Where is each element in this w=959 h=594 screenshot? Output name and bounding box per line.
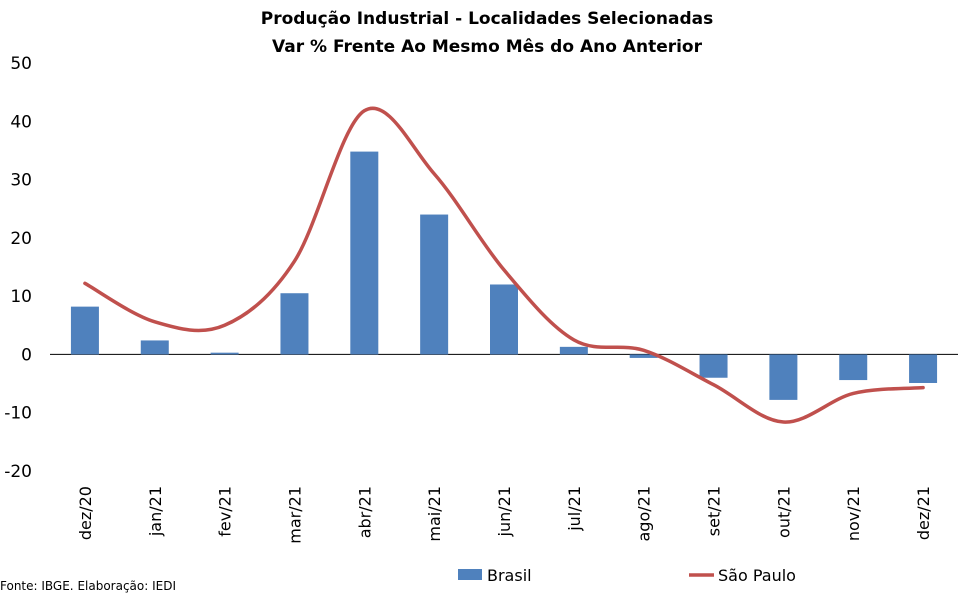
x-tick-label: mai/21 [425, 486, 444, 542]
x-tick-label: jun/21 [495, 486, 514, 537]
source-note: Fonte: IBGE. Elaboração: IEDI [0, 579, 176, 593]
x-tick-label: ago/21 [635, 486, 654, 542]
x-tick-label: jul/21 [565, 486, 584, 532]
x-tick-label: dez/21 [914, 486, 933, 540]
chart-subtitle: Var % Frente Ao Mesmo Mês do Ano Anterio… [272, 37, 703, 57]
bar-brasil [559, 346, 588, 355]
bar-brasil [140, 340, 169, 355]
bar-brasil [909, 354, 938, 383]
bar-brasil [420, 214, 449, 355]
sao-paulo-line [83, 106, 925, 424]
y-axis-tick-labels: 50 40 30 20 10 0 -10 -20 [4, 54, 32, 482]
bar-brasil [769, 354, 798, 400]
y-tick-label: 20 [10, 229, 32, 249]
bar-brasil [280, 293, 309, 355]
y-tick-label: 10 [10, 287, 32, 307]
x-tick-label: fev/21 [216, 486, 235, 537]
bar-brasil [490, 284, 518, 355]
bar-brasil [839, 354, 868, 381]
x-axis-tick-labels: dez/20 jan/21 fev/21 mar/21 abr/21 mai/21 jun/… [76, 486, 933, 544]
x-tick-label: set/21 [705, 486, 724, 536]
x-tick-label: dez/20 [76, 486, 95, 540]
x-tick-label: abr/21 [355, 486, 374, 538]
x-tick-label: mar/21 [285, 486, 304, 544]
y-tick-label: 50 [10, 54, 32, 74]
y-tick-label: -20 [4, 462, 32, 482]
x-tick-label: jan/21 [146, 486, 165, 537]
y-tick-label: 0 [21, 345, 32, 365]
y-tick-label: -10 [4, 404, 32, 424]
y-tick-label: 40 [10, 112, 32, 132]
bar-brasil [350, 151, 379, 355]
bar-brasil [70, 306, 99, 355]
y-tick-label: 30 [10, 171, 32, 191]
bar-brasil [699, 354, 728, 378]
legend-swatch-brasil [458, 569, 482, 580]
bar-brasil [629, 354, 658, 358]
x-tick-label: nov/21 [844, 486, 863, 541]
legend: Brasil São Paulo [458, 566, 796, 585]
legend-label-sao-paulo: São Paulo [718, 566, 796, 585]
legend-label-brasil: Brasil [487, 566, 532, 585]
brasil-bars [70, 151, 938, 400]
x-tick-label: out/21 [774, 486, 793, 538]
chart-title: Produção Industrial - Localidades Seleci… [261, 9, 713, 29]
bar-brasil [210, 352, 239, 355]
